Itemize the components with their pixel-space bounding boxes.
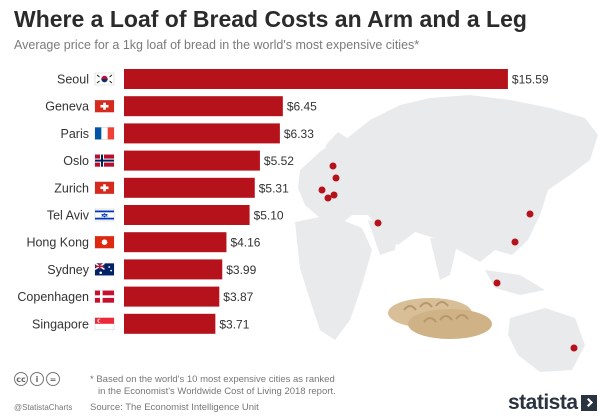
- bar-sydney: [124, 259, 223, 280]
- africa-shape: [295, 215, 372, 340]
- bar-oslo: [124, 150, 260, 171]
- category-label: Oslo: [63, 154, 89, 168]
- bar-paris: [124, 123, 280, 144]
- bar-singapore: [124, 313, 216, 334]
- category-label: Geneva: [45, 100, 89, 114]
- bar-hong-kong: [124, 232, 227, 253]
- bread-loaves-illustration: [388, 298, 492, 339]
- bar-tel-aviv: [124, 205, 250, 225]
- city-dot-seoul: [526, 210, 534, 218]
- no-derivatives-icon: =: [46, 372, 60, 386]
- city-dot-copenhagen: [332, 174, 340, 182]
- city-dot-paris: [318, 186, 326, 194]
- statista-logo-icon: [581, 395, 597, 411]
- value-label: $3.87: [223, 290, 253, 304]
- bar-chart: Seoul $15.59 Geneva $6.45 Paris $6.33 Oslo $5.5…: [17, 69, 549, 334]
- footer: cc i = @StatistaCharts * Based on the wo…: [14, 372, 600, 416]
- footnote-line-1: * Based on the world's 10 most expensive…: [90, 374, 335, 385]
- bar-geneva: [124, 96, 283, 117]
- city-dot-tel-aviv: [374, 219, 382, 227]
- category-label: Seoul: [57, 73, 89, 87]
- city-dot-hong-kong: [511, 238, 519, 246]
- india-shape: [430, 238, 458, 280]
- france-flag-icon: [94, 127, 115, 140]
- value-label: $6.45: [287, 100, 317, 114]
- bar-seoul: [124, 69, 508, 89]
- israel-flag-icon: [94, 208, 115, 222]
- statista-handle: @StatistaCharts: [14, 403, 73, 412]
- footnote: * Based on the world's 10 most expensive…: [90, 374, 390, 398]
- switzerland-flag-icon: [94, 181, 115, 195]
- value-label: $5.31: [259, 181, 289, 195]
- norway-flag-icon: [94, 154, 115, 167]
- bar-zurich: [124, 177, 255, 198]
- denmark-flag-icon: [94, 290, 115, 303]
- arabia-shape: [368, 220, 398, 255]
- city-dot-zurich: [330, 191, 338, 199]
- bar-copenhagen: [124, 286, 220, 307]
- category-label: Tel Aviv: [47, 209, 90, 223]
- hong-kong-flag-icon: [94, 235, 115, 249]
- value-label: $5.10: [254, 209, 284, 223]
- source-text: Source: The Economist Intelligence Unit: [90, 402, 259, 413]
- value-label: $15.59: [512, 73, 549, 87]
- chart-title: Where a Loaf of Bread Costs an Arm and a…: [14, 6, 527, 32]
- switzerland-flag-icon: [94, 99, 115, 113]
- value-label: $6.33: [284, 127, 314, 141]
- scandinavia-shape: [320, 132, 350, 172]
- city-dot-oslo: [329, 162, 337, 170]
- creative-commons-icon: cc: [14, 372, 28, 386]
- eurasia-shape: [298, 95, 598, 262]
- south-korea-flag-icon: [94, 72, 115, 86]
- footnote-line-2: in the Economist's Worldwide Cost of Liv…: [98, 386, 336, 397]
- bars-layer: Seoul $15.59 Geneva $6.45 Paris $6.33 Oslo $5.5…: [17, 69, 549, 334]
- city-dot-geneva: [324, 194, 332, 202]
- category-label: Zurich: [54, 181, 89, 195]
- singapore-flag-icon: [94, 317, 115, 331]
- category-label: Hong Kong: [26, 236, 89, 250]
- attribution-icon: i: [30, 372, 44, 386]
- statista-logo[interactable]: statista: [508, 391, 578, 414]
- license-icons: cc i =: [14, 372, 60, 386]
- australia-flag-icon: [94, 262, 115, 276]
- value-label: $4.16: [230, 236, 260, 250]
- australia-shape: [508, 308, 585, 372]
- category-label: Singapore: [32, 317, 89, 331]
- value-label: $5.52: [264, 154, 294, 168]
- city-dots: [318, 162, 578, 352]
- se-asia-shape: [485, 270, 545, 295]
- category-label: Sydney: [47, 263, 89, 277]
- value-label: $3.71: [219, 317, 249, 331]
- city-dot-sydney: [570, 344, 578, 352]
- value-label: $3.99: [226, 263, 256, 277]
- category-label: Paris: [61, 127, 89, 141]
- chart-subtitle: Average price for a 1kg loaf of bread in…: [14, 38, 420, 52]
- city-dot-singapore: [493, 279, 501, 287]
- category-label: Copenhagen: [17, 290, 89, 304]
